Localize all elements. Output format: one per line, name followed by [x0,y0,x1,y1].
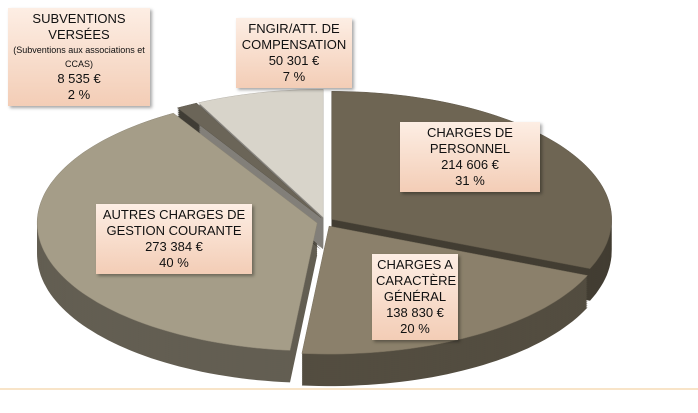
percent-label: 31 % [455,173,485,188]
percent-label: 20 % [400,321,430,336]
pie-slice [198,89,324,218]
value-label: 138 830 € [386,305,444,320]
data-label: CHARGES A CARACTÈRE GÉNÉRAL 138 830 €20 % [372,254,458,340]
value-label: 50 301 € [268,53,320,68]
value-label: 8 535 € [57,71,101,86]
category-label: CHARGES DE PERSONNEL [427,125,513,156]
data-label: SUBVENTIONS VERSÉES (Subventions aux asso… [8,8,150,106]
annotation: (Subventions aux associations et CCAS) [13,45,145,69]
pie-slice [176,102,322,218]
value-label: 273 384 € [145,239,203,254]
percent-label: 40 % [159,255,189,270]
value-label: 214 606 € [441,157,499,172]
data-label: FNGIR/ATT. DE COMPENSATION 50 301 €7 % [236,18,352,88]
category-label: FNGIR/ATT. DE COMPENSATION [241,21,347,52]
category-label: SUBVENTIONS VERSÉES [32,11,126,42]
percent-label: 7 % [282,69,306,84]
percent-label: 2 % [67,87,91,102]
category-label: CHARGES A CARACTÈRE GÉNÉRAL [376,257,457,304]
data-label: CHARGES DE PERSONNEL 214 606 €31 % [400,122,540,192]
data-label: AUTRES CHARGES DE GESTION COURANTE 273 38… [96,204,252,274]
category-label: AUTRES CHARGES DE GESTION COURANTE [102,207,246,238]
